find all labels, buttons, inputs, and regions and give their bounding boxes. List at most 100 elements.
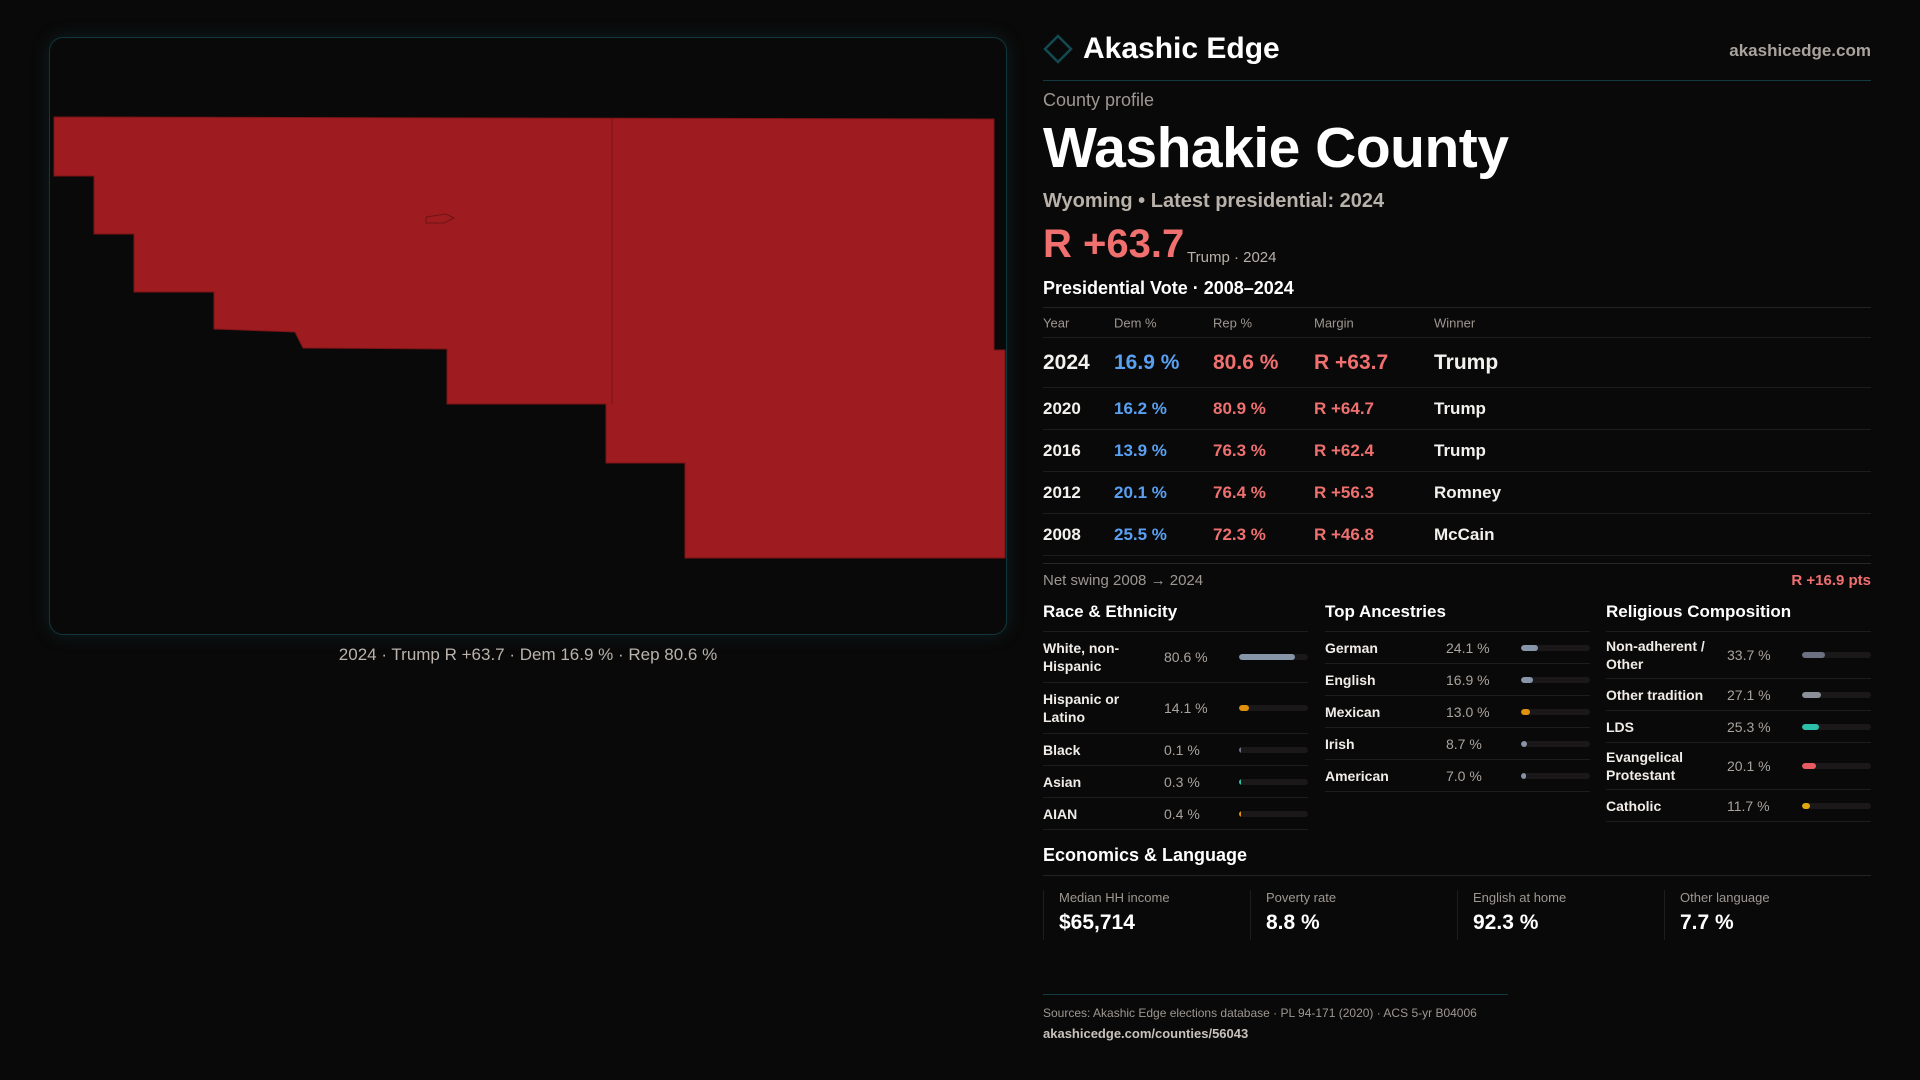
county-fill[interactable] bbox=[53, 116, 1006, 559]
stat-value: 92.3 % bbox=[1473, 911, 1539, 934]
item-bar-fill bbox=[1802, 691, 1821, 698]
item-bar bbox=[1521, 644, 1590, 651]
cell-winner: Romney bbox=[1434, 482, 1502, 502]
race-title: Race & Ethnicity bbox=[1043, 602, 1308, 632]
item-value: 0.3 % bbox=[1164, 773, 1200, 790]
list-item: American 7.0 % bbox=[1325, 760, 1590, 792]
item-label: AIAN bbox=[1043, 805, 1078, 822]
col-dem: Dem % bbox=[1114, 315, 1157, 330]
item-bar-fill bbox=[1239, 705, 1249, 711]
list-item: Non-adherent / Other 33.7 % bbox=[1606, 632, 1871, 679]
list-item: Other tradition 27.1 % bbox=[1606, 679, 1871, 711]
item-label: American bbox=[1325, 767, 1389, 784]
stat-other-language: Other language 7.7 % bbox=[1664, 890, 1871, 940]
cell-dem: 25.5 % bbox=[1114, 524, 1167, 544]
site-link[interactable]: akashicedge.com bbox=[1729, 41, 1871, 60]
item-label: Hispanic or Latino bbox=[1043, 691, 1120, 725]
cell-dem: 13.9 % bbox=[1114, 440, 1167, 460]
table-row: 2016 13.9 % 76.3 % R +62.4 Trump bbox=[1043, 430, 1871, 472]
stat-label: Median HH income bbox=[1059, 890, 1170, 905]
cell-winner: McCain bbox=[1434, 524, 1495, 544]
item-value: 8.7 % bbox=[1446, 735, 1482, 752]
cell-dem: 16.2 % bbox=[1114, 398, 1167, 418]
list-item: Irish 8.7 % bbox=[1325, 728, 1590, 760]
eyebrow: County profile bbox=[1043, 90, 1155, 110]
ancestry-title: Top Ancestries bbox=[1325, 602, 1590, 632]
headline-margin: R +63.7 bbox=[1043, 222, 1185, 266]
item-bar bbox=[1239, 746, 1308, 753]
subtitle: Wyoming • Latest presidential: 2024 bbox=[1043, 190, 1385, 212]
item-label: White, non-Hispanic bbox=[1043, 640, 1120, 674]
page-url[interactable]: akashicedge.com/counties/56043 bbox=[1043, 1026, 1249, 1041]
race-section: Race & Ethnicity White, non-Hispanic 80.6 … bbox=[1043, 602, 1308, 830]
cell-margin: R +63.7 bbox=[1314, 350, 1389, 374]
item-bar-fill bbox=[1802, 652, 1826, 658]
page-title: Washakie County bbox=[1043, 116, 1509, 180]
item-value: 16.9 % bbox=[1446, 671, 1490, 688]
cell-rep: 80.6 % bbox=[1213, 350, 1279, 374]
diamond-logo-icon bbox=[1043, 34, 1073, 64]
item-label: LDS bbox=[1606, 718, 1634, 735]
item-bar bbox=[1239, 810, 1308, 817]
item-bar bbox=[1239, 654, 1308, 660]
brand[interactable]: Akashic Edge bbox=[1043, 32, 1280, 66]
item-value: 80.6 % bbox=[1164, 649, 1208, 665]
item-label: Other tradition bbox=[1606, 686, 1704, 703]
net-swing: Net swing 2008 → 2024 R +16.9 pts bbox=[1043, 572, 1871, 589]
item-bar bbox=[1239, 705, 1308, 711]
item-label: Catholic bbox=[1606, 797, 1662, 814]
item-label: Black bbox=[1043, 741, 1081, 758]
item-bar-fill bbox=[1239, 778, 1241, 785]
cell-rep: 76.4 % bbox=[1213, 482, 1266, 502]
list-item: LDS 25.3 % bbox=[1606, 711, 1871, 743]
cell-year: 2012 bbox=[1043, 482, 1081, 502]
stat-label: English at home bbox=[1473, 890, 1567, 905]
vote-table: Year Dem % Rep % Margin Winner 2024 16.9 … bbox=[1043, 308, 1871, 556]
county-map[interactable] bbox=[49, 37, 1007, 635]
item-bar-fill bbox=[1239, 746, 1241, 753]
cell-year: 2008 bbox=[1043, 524, 1081, 544]
swing-label: Net swing 2008 → 2024 bbox=[1043, 572, 1204, 589]
brand-name: Akashic Edge bbox=[1083, 32, 1280, 65]
item-value: 13.0 % bbox=[1446, 703, 1490, 720]
cell-winner: Trump bbox=[1434, 440, 1486, 460]
table-row: 2012 20.1 % 76.4 % R +56.3 Romney bbox=[1043, 472, 1871, 514]
list-item: White, non-Hispanic 80.6 % bbox=[1043, 632, 1308, 683]
item-label: Mexican bbox=[1325, 703, 1381, 720]
item-value: 14.1 % bbox=[1164, 700, 1208, 716]
item-bar-fill bbox=[1239, 810, 1241, 817]
item-value: 25.3 % bbox=[1727, 718, 1771, 735]
cell-winner: Trump bbox=[1434, 398, 1486, 418]
stat-english: English at home 92.3 % bbox=[1457, 890, 1664, 940]
item-value: 24.1 % bbox=[1446, 639, 1490, 656]
stat-value: 7.7 % bbox=[1680, 911, 1734, 934]
list-item: Mexican 13.0 % bbox=[1325, 696, 1590, 728]
cell-margin: R +46.8 bbox=[1314, 524, 1375, 544]
item-bar bbox=[1802, 763, 1871, 769]
item-value: 27.1 % bbox=[1727, 686, 1771, 703]
cell-dem: 16.9 % bbox=[1114, 350, 1180, 374]
col-year: Year bbox=[1043, 315, 1070, 330]
item-label: Evangelical Protestant bbox=[1606, 749, 1684, 783]
item-bar-fill bbox=[1521, 676, 1533, 683]
econ-stats: Median HH income $65,714 Poverty rate 8.8 … bbox=[1043, 890, 1871, 940]
cell-year: 2020 bbox=[1043, 398, 1081, 418]
item-bar-fill bbox=[1521, 772, 1526, 779]
cell-margin: R +62.4 bbox=[1314, 440, 1375, 460]
list-item: German 24.1 % bbox=[1325, 632, 1590, 664]
item-value: 0.1 % bbox=[1164, 741, 1200, 758]
table-row: 2020 16.2 % 80.9 % R +64.7 Trump bbox=[1043, 388, 1871, 430]
item-bar-fill bbox=[1521, 708, 1530, 715]
list-item: AIAN 0.4 % bbox=[1043, 798, 1308, 830]
item-bar bbox=[1802, 802, 1871, 809]
swing-value: R +16.9 pts bbox=[1791, 572, 1871, 589]
item-bar bbox=[1521, 676, 1590, 683]
cell-winner: Trump bbox=[1434, 350, 1499, 374]
list-item: Catholic 11.7 % bbox=[1606, 790, 1871, 822]
vote-title: Presidential Vote · 2008–2024 bbox=[1043, 278, 1294, 298]
cell-dem: 20.1 % bbox=[1114, 482, 1167, 502]
cell-margin: R +56.3 bbox=[1314, 482, 1375, 502]
item-value: 7.0 % bbox=[1446, 767, 1482, 784]
item-label: Asian bbox=[1043, 773, 1082, 790]
item-label: Non-adherent / Other bbox=[1606, 638, 1705, 672]
